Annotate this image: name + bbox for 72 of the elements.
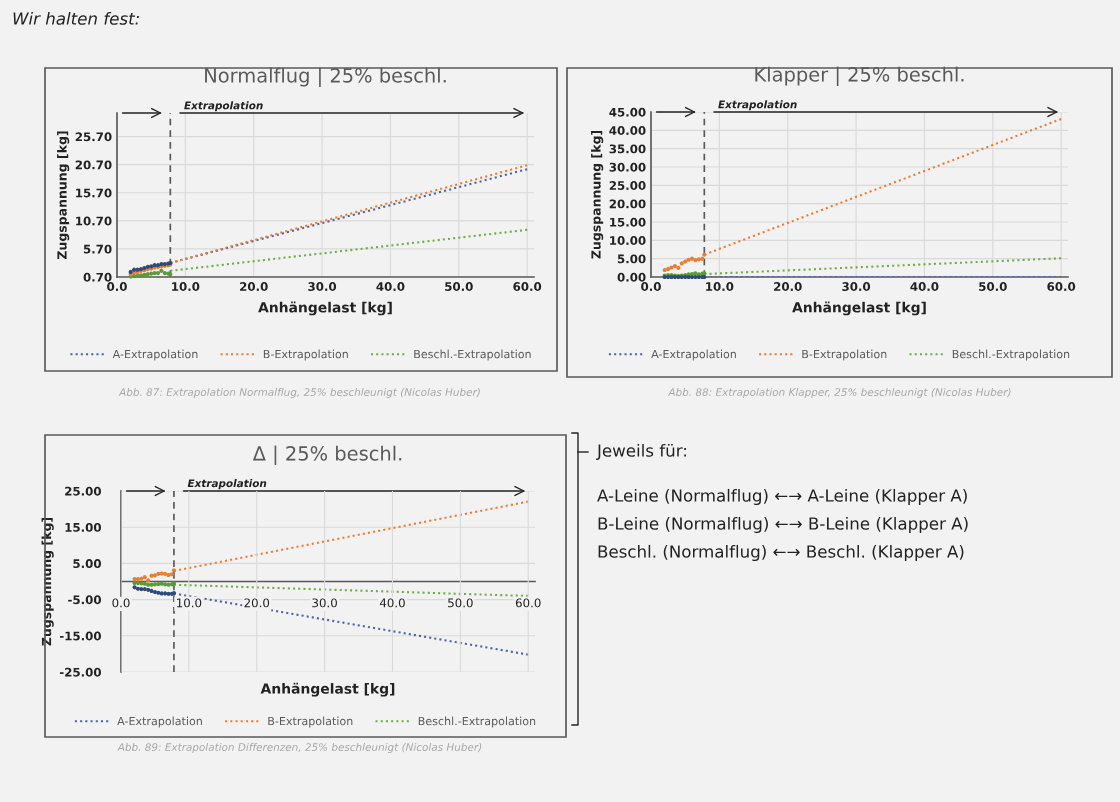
x-tick-label: 60.0 (515, 598, 541, 608)
x-axis-title: Anhängelast [kg] (260, 682, 395, 697)
y-tick-label: 0.00 (617, 272, 646, 282)
y-tick-label: 35.00 (609, 144, 646, 154)
x-tick-label: 40.0 (379, 598, 405, 608)
text: B-Leine (Normalflug) ←→ B-Leine (Klapper A) (598, 516, 968, 534)
y-tick-label: 20.70 (75, 160, 112, 170)
x-tick-label: 40.0 (376, 282, 405, 291)
x-tick-label: 50.0 (979, 282, 1007, 291)
x-axis-title: Anhängelast [kg] (258, 301, 392, 316)
legend-label: A-Extrapolation (117, 716, 202, 728)
chart-title: Klapper | 25% beschl. (755, 66, 964, 87)
y-tick-label: 40.00 (609, 126, 646, 135)
y-tick-label: 5.00 (73, 559, 101, 569)
y-tick-label: 45.00 (609, 107, 646, 117)
text: Jeweils für: (596, 443, 686, 460)
y-axis-title: Zugspannung [kg] (591, 130, 604, 259)
text: Extrapolation (187, 479, 267, 490)
y-tick-label: 0.70 (83, 272, 112, 282)
caption: Abb. 89: Extrapolation Differenzen, 25% beschleunigt (Nicolas Huber) (117, 742, 482, 754)
y-tick-label: 25.00 (609, 181, 646, 190)
y-tick-label: 10.00 (610, 236, 646, 245)
y-tick-label: -15.00 (59, 631, 101, 641)
x-tick-label: 10.0 (172, 282, 200, 291)
legend-label: Beschl.-Extrapolation (952, 349, 1070, 361)
y-tick-label: 20.00 (609, 199, 646, 209)
y-tick-label: 25.70 (75, 132, 112, 142)
y-tick-label: 30.00 (609, 162, 646, 172)
y-tick-label: 5.70 (83, 244, 112, 254)
y-tick-label: 15.00 (65, 522, 101, 532)
x-tick-label: 30.0 (308, 282, 337, 291)
legend-label: B-Extrapolation (268, 716, 353, 728)
y-tick-label: 10.70 (76, 216, 112, 226)
legend-label: B-Extrapolation (802, 349, 887, 361)
x-tick-label: 30.0 (312, 598, 337, 608)
y-tick-label: 5.00 (617, 254, 646, 264)
text: Wir halten fest: (13, 11, 139, 25)
x-tick-label: 40.0 (910, 282, 939, 291)
legend-label: B-Extrapolation (263, 349, 348, 361)
y-tick-label: 25.00 (65, 486, 101, 496)
y-tick-label: 15.70 (76, 188, 112, 198)
legend-label: Beschl.-Extrapolation (414, 349, 531, 361)
x-tick-label: 60.0 (1047, 282, 1076, 291)
y-axis-title: Zugspannung [kg] (57, 131, 70, 260)
caption: Abb. 87: Extrapolation Normalflug, 25% beschleunigt (Nicolas Huber) (118, 387, 480, 399)
y-tick-label: 15.00 (610, 217, 646, 227)
text: Extrapolation (184, 101, 263, 112)
x-tick-label: 30.0 (842, 282, 871, 291)
x-tick-label: 0.0 (641, 282, 661, 291)
text: A-Leine (Normalflug) ←→ A-Leine (Klapper A) (597, 488, 967, 506)
x-tick-label: 20.0 (240, 282, 268, 291)
legend-label: A-Extrapolation (651, 349, 736, 361)
x-tick-label: 10.0 (706, 282, 734, 291)
x-tick-label: 20.0 (244, 598, 270, 608)
x-tick-label: 50.0 (445, 282, 473, 291)
x-tick-label: 20.0 (774, 282, 802, 291)
chart-title: Normalflug | 25% beschl. (205, 67, 446, 88)
x-tick-label: 50.0 (448, 598, 473, 608)
y-tick-label: -25.00 (59, 667, 101, 677)
x-axis-title: Anhängelast [kg] (792, 301, 926, 316)
x-tick-label: 60.0 (513, 282, 542, 291)
x-tick-label: 0.0 (112, 598, 130, 608)
y-tick-label: -5.00 (68, 595, 101, 605)
y-axis-title: Zugspannung [kg] (41, 517, 54, 646)
chart-title: Δ | 25% beschl. (252, 445, 402, 466)
text: Beschl. (Normalflug) ←→ Beschl. (Klapper A) (598, 544, 964, 562)
text: Extrapolation (718, 100, 797, 111)
x-tick-label: 10.0 (177, 598, 202, 608)
legend-label: A-Extrapolation (112, 349, 198, 361)
x-tick-label: 0.0 (107, 282, 127, 291)
legend-label: Beschl.-Extrapolation (418, 716, 536, 728)
caption: Abb. 88: Extrapolation Klapper, 25% beschleunigt (Nicolas Huber) (667, 387, 1011, 399)
